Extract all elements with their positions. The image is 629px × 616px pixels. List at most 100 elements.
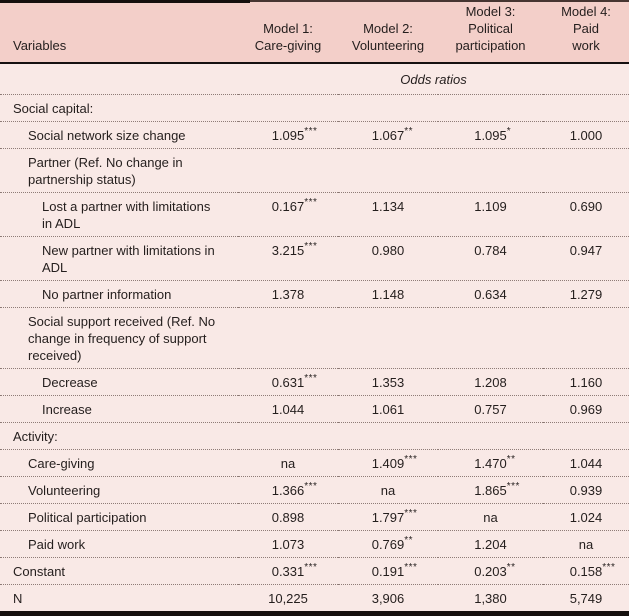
row-label: Social network size change — [28, 128, 186, 143]
odds-ratio-value: 0.769 ** — [372, 535, 413, 553]
table-row: Social network size change 1.095 *** 1.067 *… — [0, 122, 629, 149]
odds-ratio-value: 1.095 *** — [272, 126, 317, 144]
row-label: New partner with limitations in ADL — [42, 243, 215, 275]
row-label: Paid work — [28, 537, 86, 552]
odds-ratio-value: 1.095 * — [474, 126, 510, 144]
value-cell — [438, 95, 543, 122]
value-cell — [338, 95, 438, 122]
odds-ratio-value: 1.366 *** — [272, 481, 317, 499]
row-label: Political participation — [28, 510, 147, 525]
value-cell: 0.631 *** — [238, 369, 338, 396]
significance-stars: *** — [404, 562, 418, 573]
value-cell: 0.167 *** — [238, 193, 338, 237]
model-column-header-1: Model 1: Care-giving — [238, 0, 338, 63]
value-cell: 1.279 — [569, 287, 603, 302]
value-cell: 3,906 — [371, 591, 405, 606]
row-label: Partner (Ref. No change in partnership s… — [28, 155, 183, 187]
value-cell: 1.470 ** — [438, 450, 543, 477]
value-cell — [238, 423, 338, 450]
value-cell: 0.690 — [569, 199, 603, 214]
table-header: Variables Model 1: Care-giving Model 2: V… — [0, 0, 629, 63]
value-cell: 5,749 — [569, 591, 603, 606]
row-label: Volunteering — [28, 483, 101, 498]
value-cell: 0.158 *** — [543, 558, 629, 585]
value-cell: 1.797 *** — [338, 504, 438, 531]
top-rule — [0, 0, 629, 2]
odds-ratio-value: 1.470 ** — [474, 454, 515, 472]
significance-stars: *** — [404, 454, 418, 465]
value-cell: 1.095 * — [438, 122, 543, 149]
table-row: New partner with limitations in ADL 3.215… — [0, 237, 629, 281]
value-cell: na — [380, 483, 396, 498]
bottom-rule — [0, 611, 629, 616]
value-cell: 0.947 — [569, 243, 603, 258]
value-cell: 0.634 — [474, 287, 507, 302]
odds-ratio-value: 0.167 *** — [272, 197, 317, 215]
significance-stars: *** — [304, 197, 318, 208]
table-row: Decrease 0.631 *** 1.353 1.208 1.160 — [0, 369, 629, 396]
value-cell: 1.095 *** — [238, 122, 338, 149]
value-cell: 0.980 — [371, 243, 405, 258]
value-cell — [543, 308, 629, 369]
value-cell: 0.784 — [474, 243, 507, 258]
value-cell: 0.898 — [271, 510, 305, 525]
section-row: Social capital: — [0, 95, 629, 122]
row-label: Decrease — [42, 375, 98, 390]
value-cell — [543, 423, 629, 450]
value-cell: na — [483, 510, 498, 525]
significance-stars: ** — [506, 454, 516, 465]
value-cell: 1.000 — [569, 128, 603, 143]
significance-stars: *** — [304, 562, 318, 573]
significance-stars: * — [506, 126, 512, 137]
value-cell: 1.024 — [569, 510, 603, 525]
value-cell: 1.208 — [474, 375, 507, 390]
row-label: Lost a partner with limitations in ADL — [42, 199, 211, 231]
significance-stars: *** — [304, 373, 318, 384]
significance-stars: ** — [506, 562, 516, 573]
significance-stars: *** — [304, 481, 318, 492]
odds-ratio-value: 0.158 *** — [570, 562, 615, 580]
row-label: Constant — [13, 564, 66, 579]
value-cell: 1.378 — [271, 287, 305, 302]
section-row: Activity: — [0, 423, 629, 450]
table-row: Social support received (Ref. No change … — [0, 308, 629, 369]
value-cell — [338, 149, 438, 193]
odds-ratio-value: 0.631 *** — [272, 373, 317, 391]
value-cell: na — [280, 456, 296, 471]
value-cell: 10,225 — [268, 591, 308, 606]
table-row: Volunteering 1.366 *** na 1.865 *** 0.939 — [0, 477, 629, 504]
subheader-row: Odds ratios — [0, 63, 629, 95]
table-row: Care-giving na 1.409 *** 1.470 ** 1.044 — [0, 450, 629, 477]
value-cell: 1.160 — [569, 375, 603, 390]
value-cell: 1.204 — [474, 537, 507, 552]
value-cell — [238, 308, 338, 369]
significance-stars: *** — [602, 562, 616, 573]
odds-ratios-subheader: Odds ratios — [400, 72, 467, 87]
odds-ratio-value: 0.191 *** — [372, 562, 417, 580]
table-row: Lost a partner with limitations in ADL 0.… — [0, 193, 629, 237]
row-label: Care-giving — [28, 456, 95, 471]
value-cell: 1.865 *** — [438, 477, 543, 504]
value-cell — [438, 308, 543, 369]
value-cell: 1.134 — [371, 199, 405, 214]
row-label: N — [13, 591, 23, 606]
value-cell — [543, 95, 629, 122]
value-cell: na — [578, 537, 594, 552]
value-cell — [438, 423, 543, 450]
value-cell: 0.203 ** — [438, 558, 543, 585]
value-cell — [238, 95, 338, 122]
value-cell: 1.067 ** — [338, 122, 438, 149]
value-cell: 0.969 — [569, 402, 603, 417]
table-body: Odds ratios Social capital: Social networ… — [0, 63, 629, 611]
variables-column-header: Variables — [0, 0, 238, 63]
table-row: Political participation 0.898 1.797 *** na 1.… — [0, 504, 629, 531]
value-cell — [543, 149, 629, 193]
odds-ratio-value: 0.203 ** — [474, 562, 515, 580]
significance-stars: ** — [404, 126, 414, 137]
significance-stars: *** — [304, 126, 318, 137]
significance-stars: ** — [404, 535, 414, 546]
value-cell: 1.148 — [371, 287, 405, 302]
row-label: Activity: — [13, 429, 58, 444]
model-column-header-3: Model 3: Political participation — [438, 0, 543, 63]
